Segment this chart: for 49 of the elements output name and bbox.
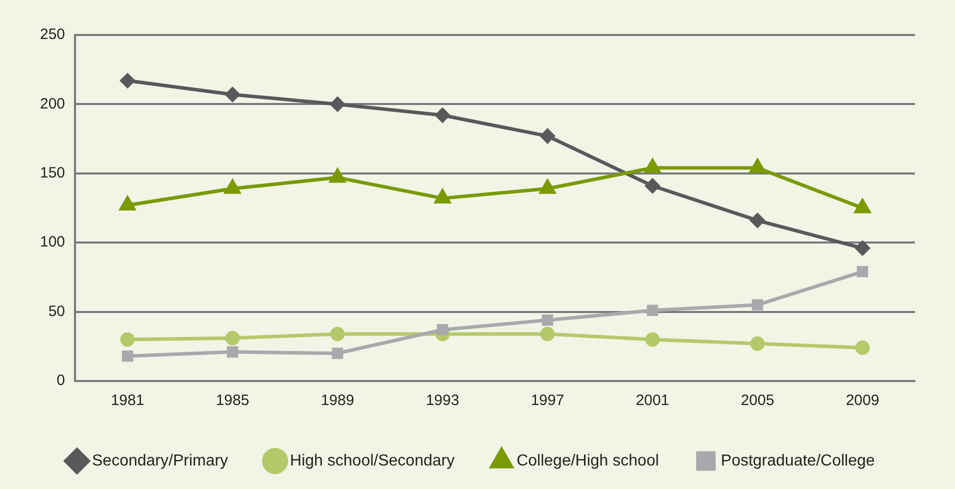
point [750,336,765,351]
legend-label: High school/Secondary [290,452,455,470]
x-tick-label: 1985 [216,392,250,410]
point [645,178,660,194]
x-tick-label: 1981 [110,392,144,410]
point [330,96,345,112]
y-tick-label: 100 [40,234,66,251]
point [855,240,870,256]
point [750,213,765,228]
point [855,340,870,356]
x-tick-label: 2009 [846,392,880,410]
point [120,73,135,88]
y-tick-label: 150 [40,164,66,182]
point [122,350,134,362]
y-tick-label: 0 [56,372,66,390]
y-tick-label: 50 [48,302,66,320]
x-tick-label: 1989 [320,392,354,410]
point [646,304,658,316]
legend-label: Secondary/Primary [92,452,228,470]
y-tick-label: 200 [40,95,66,112]
point [542,314,554,326]
point [540,180,556,194]
point [644,159,660,174]
point [435,108,450,123]
point [645,332,660,347]
point [330,326,345,342]
point [540,128,555,144]
point [225,87,240,102]
point [854,199,870,214]
point [120,196,136,210]
point [332,348,344,359]
point [856,266,868,278]
legend-label: College/High school [516,452,659,470]
x-tick-label: 2001 [636,392,670,410]
point [224,180,240,194]
point [540,326,555,342]
y-tick-label: 250 [40,26,66,44]
point [226,346,238,358]
x-tick-label: 1997 [530,392,564,410]
point [434,190,450,204]
x-tick-label: 2005 [740,392,774,410]
point [750,159,766,174]
x-tick-label: 1993 [426,392,460,410]
point [225,330,240,346]
point [120,332,135,347]
point [436,324,448,336]
legend-label: Postgraduate/College [720,452,875,470]
point [330,168,346,183]
point [752,299,764,311]
